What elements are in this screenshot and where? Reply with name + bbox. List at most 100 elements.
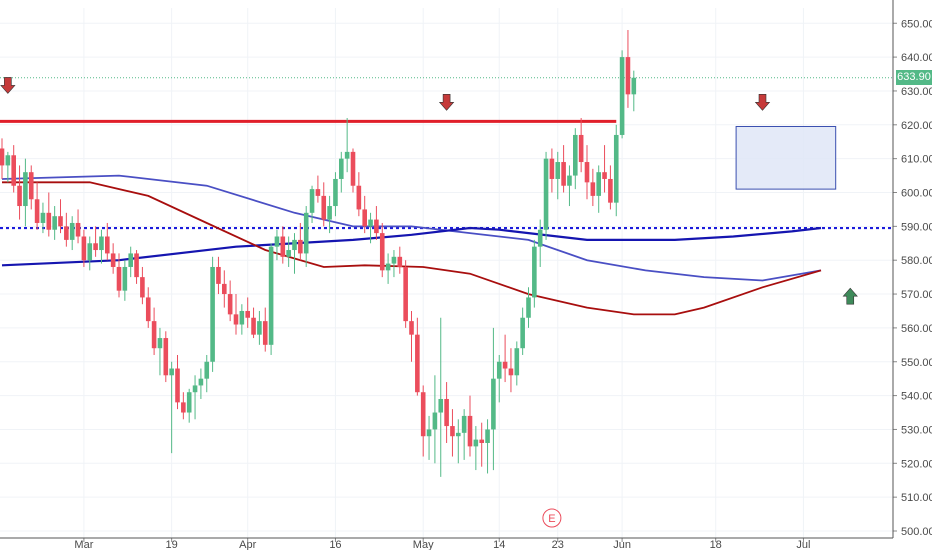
candle-up [128,246,133,278]
candle-up [333,172,338,217]
candle-body [257,321,262,335]
candle-up [496,354,502,403]
candle-body [479,439,484,443]
candle-up [339,151,344,193]
candle-body [567,175,572,186]
candle-body [75,222,81,237]
candle-body [145,297,151,322]
candle-down [502,334,508,383]
consolidation-box-layer [735,125,837,190]
candle-up [274,229,280,261]
candle-up [461,409,467,460]
candle-body [397,256,403,267]
candle-down [590,168,596,207]
x-tick-label: Apr [239,539,256,550]
arrow-up-icon [842,287,858,305]
candle-up [567,165,572,207]
candle-body [140,277,145,298]
candle-down [508,348,514,393]
candle-body [321,195,327,220]
candle-body [116,266,122,291]
candle-body [339,158,344,179]
candle-down [409,310,414,362]
candle-body [374,219,379,234]
candle-up [391,250,397,278]
candle-down [46,192,52,237]
candle-body [298,239,303,254]
candle-down [561,145,566,193]
x-tick-label: May [413,539,434,550]
candle-down [298,222,303,261]
candle-body [87,243,93,261]
candle-body [456,432,461,437]
y-tick-label: 540.00 [901,391,932,403]
candle-body [169,368,174,376]
moving-average-line [2,181,822,316]
candle-body [122,266,128,291]
candle-body [514,348,520,376]
candle-body [543,158,549,230]
candle-up [368,212,373,244]
candle-body [315,189,321,196]
y-tick-label: 580.00 [901,255,932,267]
x-tick-label: 14 [493,539,505,550]
candle-up [473,426,479,471]
candle-body [344,151,350,159]
candle-body [34,199,40,223]
candle-body [602,172,607,179]
candle-body [58,216,63,227]
candle-up [613,124,619,217]
candle-up [344,118,350,173]
candle-down [397,246,403,274]
candle-body [204,361,210,379]
candle-body [415,334,420,393]
candle-down [134,250,139,284]
candle-body [526,297,531,318]
candle-body [262,321,268,345]
candle-down [175,354,180,410]
candle-up [122,260,128,301]
candle-up [23,158,28,227]
y-tick-label: 620.00 [901,120,932,132]
candle-body [23,172,28,207]
candle-body [216,266,221,284]
candle-down [608,165,613,210]
candle-body [309,189,315,213]
candle-up [292,233,297,274]
arrow-down-icon [438,94,455,111]
candle-body [69,222,75,240]
candle-body [64,226,69,240]
candle-body [491,378,496,430]
moving-average-line [1,226,822,267]
candle-body [350,151,356,186]
candle-body [438,398,444,413]
markers-layer: E [0,77,858,528]
candle-up [385,253,391,284]
candle-down [17,165,22,220]
candle-body [537,229,543,247]
candle-body [467,415,473,447]
candle-down [251,307,256,339]
candle-down [163,331,169,383]
x-tick-label: 16 [329,539,341,550]
candle-down [222,270,227,308]
candle-body [175,368,180,403]
candle-up [573,128,578,190]
candle-body [245,310,250,318]
candle-body [508,368,514,376]
candle-up [432,375,438,464]
candle-body [596,172,601,196]
candle-body [379,233,385,271]
candle-body [5,155,11,166]
candle-down [140,266,145,305]
candle-down [374,206,379,240]
candle-down [415,317,420,396]
candle-up [485,419,490,474]
candle-body [227,294,233,315]
y-tick-label: 560.00 [901,323,932,335]
candle-up [526,287,531,328]
candle-down [145,287,151,328]
candle-body [473,439,479,447]
candle-up [532,239,537,308]
